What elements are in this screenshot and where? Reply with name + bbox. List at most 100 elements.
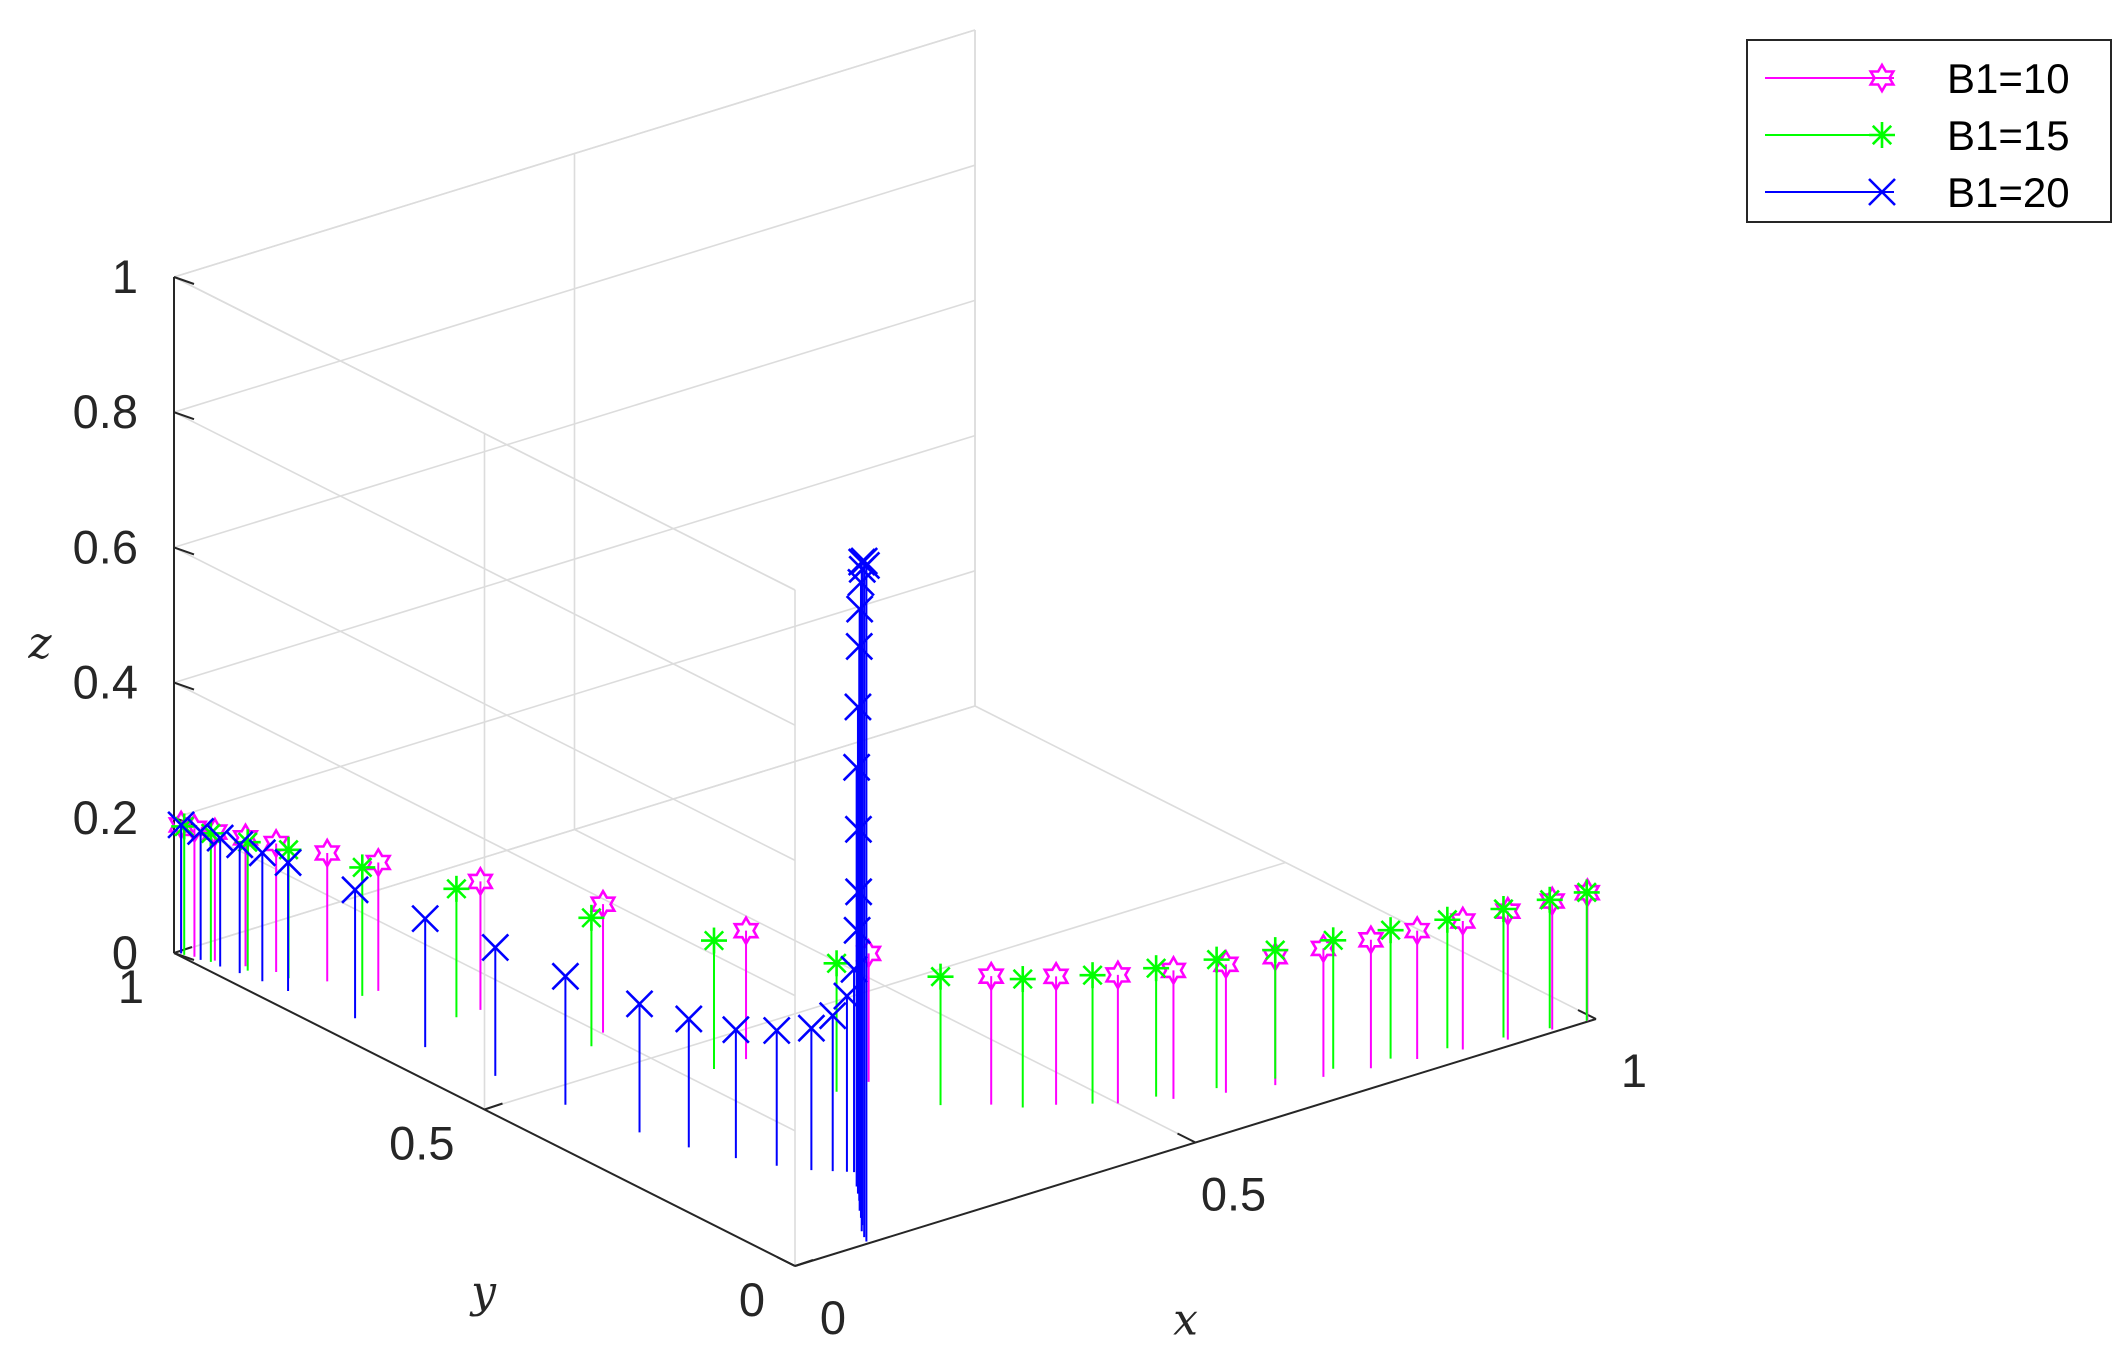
data-point bbox=[845, 595, 874, 624]
x-tick-label: 1 bbox=[1621, 1044, 1647, 1097]
x-tick-label: 0.5 bbox=[1201, 1168, 1266, 1221]
x-tick-mark bbox=[1177, 1132, 1196, 1144]
data-point bbox=[1490, 896, 1517, 922]
grid-line bbox=[173, 705, 976, 954]
data-point bbox=[844, 877, 873, 906]
axis-labels: x y z bbox=[27, 618, 1198, 1346]
data-point bbox=[1434, 906, 1461, 933]
z-tick-label: 0.2 bbox=[73, 791, 138, 844]
data-point bbox=[833, 982, 861, 1010]
data-point bbox=[845, 632, 874, 661]
data-point bbox=[274, 848, 302, 877]
y-axis-label: y bbox=[469, 1267, 497, 1318]
y-tick-label: 0.5 bbox=[389, 1117, 454, 1170]
data-point bbox=[1403, 915, 1431, 947]
z-tick-mark bbox=[173, 681, 195, 691]
legend-entry: B1=10 bbox=[1765, 55, 2070, 102]
data-point bbox=[844, 815, 873, 844]
axes bbox=[173, 276, 1597, 1267]
z-tick-label: 0 bbox=[112, 926, 138, 979]
legend-marker bbox=[1869, 122, 1895, 148]
data-point bbox=[481, 933, 510, 962]
legend-entry: B1=20 bbox=[1765, 169, 2070, 216]
data-point bbox=[364, 846, 392, 879]
data-point bbox=[341, 875, 369, 904]
data-point bbox=[1009, 966, 1036, 993]
series-layer bbox=[167, 547, 1601, 1242]
z-tick-mark bbox=[173, 276, 195, 285]
data-point bbox=[1320, 927, 1347, 954]
data-point bbox=[842, 753, 871, 782]
data-point bbox=[1203, 946, 1230, 973]
z-axis-label: z bbox=[27, 618, 52, 669]
data-point bbox=[349, 854, 376, 881]
data-point bbox=[1377, 917, 1404, 944]
data-point bbox=[466, 865, 494, 898]
data-point bbox=[186, 817, 215, 846]
data-point bbox=[1538, 885, 1566, 917]
data-point bbox=[225, 830, 254, 859]
series-B1=20 bbox=[167, 547, 881, 1242]
data-point bbox=[762, 1016, 791, 1045]
data-point bbox=[167, 810, 196, 839]
data-point bbox=[313, 837, 341, 869]
box-edge bbox=[173, 276, 796, 591]
y-tick-label: 0 bbox=[739, 1273, 765, 1326]
data-point bbox=[248, 838, 277, 867]
data-point bbox=[850, 547, 879, 576]
data-point bbox=[840, 955, 868, 984]
data-point bbox=[852, 551, 881, 580]
data-point bbox=[1357, 924, 1385, 956]
z-tick-mark bbox=[173, 546, 195, 556]
z-tick-label: 1 bbox=[112, 250, 138, 303]
data-point bbox=[843, 916, 872, 945]
data-point bbox=[797, 1014, 826, 1043]
data-point bbox=[977, 960, 1005, 992]
data-point bbox=[625, 989, 654, 1018]
x-axis-label: x bbox=[1173, 1295, 1198, 1346]
data-point bbox=[674, 1005, 703, 1033]
data-point bbox=[701, 927, 727, 954]
box-edge bbox=[173, 29, 976, 278]
data-point bbox=[206, 824, 235, 852]
x-tick-mark bbox=[776, 1256, 796, 1267]
data-point bbox=[1573, 879, 1600, 906]
data-point bbox=[443, 875, 470, 902]
data-point bbox=[1104, 959, 1132, 991]
data-point bbox=[551, 962, 580, 991]
y-tick-mark bbox=[794, 1259, 814, 1267]
legend-label: B1=15 bbox=[1947, 112, 2070, 159]
z-tick-label: 0.6 bbox=[73, 520, 138, 573]
data-point bbox=[732, 915, 760, 947]
data-point bbox=[1042, 960, 1070, 992]
data-point bbox=[721, 1015, 750, 1044]
z-tick-mark bbox=[173, 952, 195, 961]
data-point bbox=[818, 1001, 847, 1030]
data-point bbox=[578, 904, 605, 931]
data-point bbox=[411, 904, 440, 933]
data-point bbox=[927, 963, 954, 990]
legend-box bbox=[1746, 39, 2112, 223]
legend-marker bbox=[1868, 62, 1896, 94]
z-tick-mark bbox=[173, 411, 195, 421]
data-point bbox=[275, 836, 302, 863]
grid-line bbox=[484, 861, 1286, 1111]
legend: B1=10 B1=15 B1=20 bbox=[1746, 39, 2112, 223]
z-tick-label: 0.4 bbox=[73, 656, 138, 709]
data-point bbox=[1079, 962, 1106, 989]
x-tick-label: 0 bbox=[820, 1291, 846, 1344]
y-tick-label: 1 bbox=[118, 960, 144, 1013]
legend-label: B1=10 bbox=[1947, 55, 2070, 102]
legend-marker bbox=[1868, 178, 1896, 206]
y-tick-mark bbox=[484, 1102, 503, 1111]
y-tick-mark bbox=[173, 946, 193, 954]
data-point bbox=[1262, 937, 1289, 964]
data-point bbox=[1143, 955, 1170, 982]
data-point bbox=[823, 950, 850, 977]
legend-label: B1=20 bbox=[1947, 169, 2070, 216]
legend-entry: B1=15 bbox=[1765, 112, 2070, 159]
data-point bbox=[844, 692, 872, 721]
